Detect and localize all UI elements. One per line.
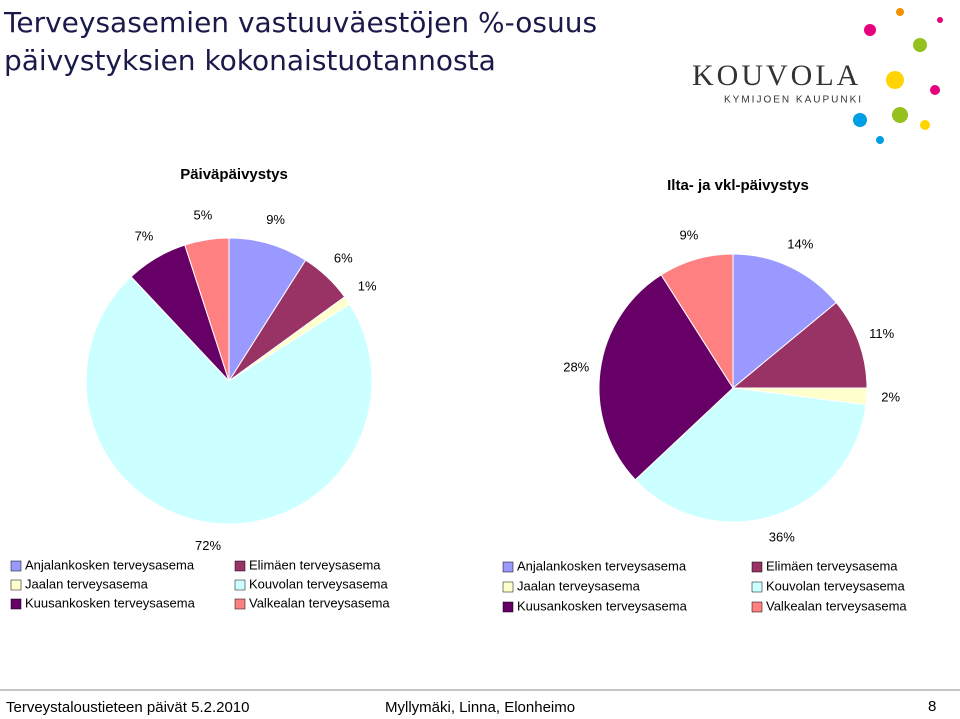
slide-title: Terveysasemien vastuuväestöjen %-osuus [3, 6, 597, 39]
legend-swatch [502, 561, 514, 573]
footer-left: Terveystaloustieteen päivät 5.2.2010 [6, 699, 250, 716]
chart-title: Ilta- ja vkl-päivystys [667, 177, 809, 194]
pie-slice [85, 276, 373, 525]
pie-slice [660, 253, 734, 390]
data-label: 9% [266, 212, 285, 227]
legend-label: Valkealan terveysasema [249, 595, 390, 610]
legend-label: Kouvolan terveysasema [249, 576, 389, 591]
data-label: 36% [769, 530, 795, 545]
logo-sub: KYMIJOEN KAUPUNKI [724, 95, 863, 106]
legend-label: Anjalankosken terveysasema [517, 558, 687, 573]
data-label: 7% [135, 229, 154, 244]
pie-slice [732, 253, 837, 390]
logo: KOUVOLA [692, 59, 861, 92]
legend-swatch [10, 598, 22, 610]
page-number: 8 [928, 698, 936, 715]
legend-label: Anjalankosken terveysasema [25, 557, 195, 572]
data-label: 9% [680, 228, 699, 243]
pie-slice [598, 274, 734, 481]
data-label: 6% [334, 251, 353, 266]
legend-swatch [234, 579, 246, 591]
legend-swatch [234, 560, 246, 572]
legend-label: Kuusankosken terveysasema [25, 595, 196, 610]
legend-swatch [751, 581, 763, 593]
data-label: 2% [881, 389, 900, 404]
logo-dots [853, 8, 943, 144]
pie-slice [184, 237, 230, 382]
legend-swatch [751, 601, 763, 613]
data-label: 1% [358, 279, 377, 294]
data-label: 5% [193, 207, 212, 222]
data-label: 11% [869, 326, 894, 341]
pie-slice [634, 387, 867, 523]
legend-label: Jaalan terveysasema [517, 578, 641, 593]
legend-label: Kouvolan terveysasema [766, 578, 906, 593]
legend-swatch [10, 560, 22, 572]
legend-label: Elimäen terveysasema [766, 558, 898, 573]
pie-slice [228, 237, 307, 383]
legend-swatch [10, 579, 22, 591]
legend-swatch [751, 561, 763, 573]
legend-label: Jaalan terveysasema [25, 576, 149, 591]
chart-title: Päiväpäivystys [180, 166, 288, 183]
legend-swatch [502, 581, 514, 593]
data-label: 28% [563, 360, 589, 375]
data-label: 72% [195, 538, 221, 553]
legend-swatch [502, 601, 514, 613]
legend-label: Elimäen terveysasema [249, 557, 381, 572]
data-label: 14% [787, 236, 813, 251]
pie-slice [731, 301, 868, 389]
legend-swatch [234, 598, 246, 610]
legend-label: Kuusankosken terveysasema [517, 598, 688, 613]
footer-center: Myllymäki, Linna, Elonheimo [385, 699, 575, 716]
slide-title: päivystyksien kokonaistuotannosta [4, 44, 496, 77]
legend-label: Valkealan terveysasema [766, 598, 907, 613]
